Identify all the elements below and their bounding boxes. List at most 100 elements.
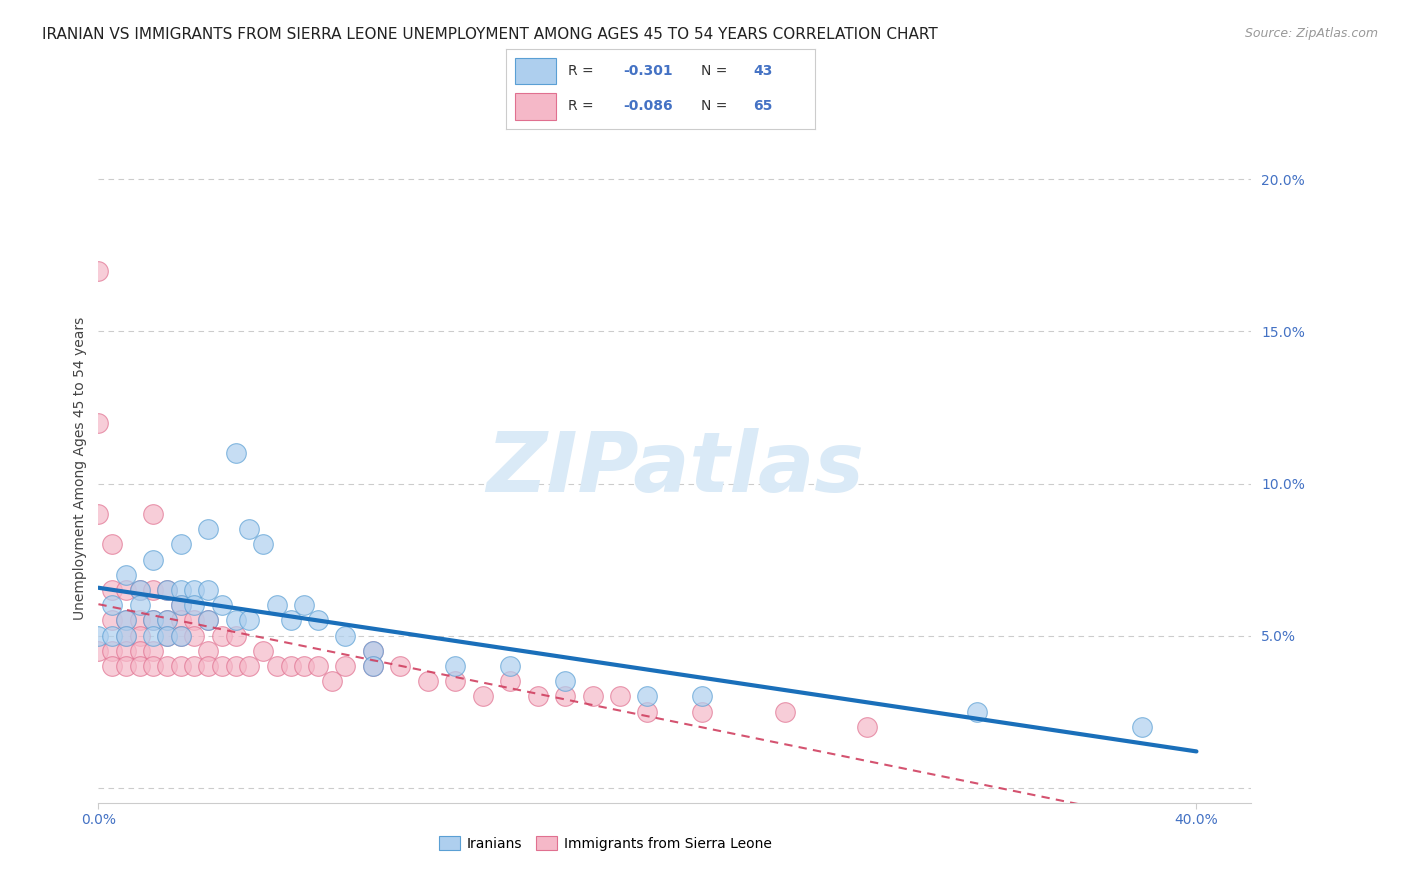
- Point: [252, 537, 274, 551]
- Point: [211, 598, 233, 612]
- Point: [115, 659, 138, 673]
- Point: [197, 613, 219, 627]
- Point: [225, 628, 247, 642]
- Point: [197, 582, 219, 597]
- Point: [197, 613, 219, 627]
- Point: [170, 613, 193, 627]
- Point: [444, 674, 467, 689]
- Point: [183, 582, 205, 597]
- Point: [87, 628, 110, 642]
- Point: [170, 598, 193, 612]
- Point: [170, 659, 193, 673]
- Point: [307, 613, 329, 627]
- Point: [238, 659, 260, 673]
- Point: [156, 628, 179, 642]
- Point: [416, 674, 439, 689]
- Point: [361, 644, 384, 658]
- Point: [128, 582, 150, 597]
- Text: N =: N =: [702, 63, 731, 78]
- Point: [526, 690, 548, 704]
- Text: 65: 65: [754, 99, 773, 113]
- Point: [142, 582, 165, 597]
- Point: [87, 416, 110, 430]
- Point: [856, 720, 879, 734]
- Text: 43: 43: [754, 63, 773, 78]
- Point: [361, 659, 384, 673]
- Point: [335, 628, 357, 642]
- Point: [115, 613, 138, 627]
- Point: [266, 659, 288, 673]
- Point: [156, 582, 179, 597]
- Point: [307, 659, 329, 673]
- Point: [115, 582, 138, 597]
- Point: [115, 613, 138, 627]
- Point: [266, 598, 288, 612]
- Point: [101, 613, 124, 627]
- Point: [471, 690, 494, 704]
- Point: [142, 613, 165, 627]
- Bar: [516, 94, 555, 120]
- Point: [280, 659, 302, 673]
- Point: [170, 582, 193, 597]
- Point: [128, 628, 150, 642]
- Point: [170, 537, 193, 551]
- Point: [361, 644, 384, 658]
- Point: [292, 598, 315, 612]
- Text: ZIPatlas: ZIPatlas: [486, 428, 863, 508]
- Point: [252, 644, 274, 658]
- Point: [101, 537, 124, 551]
- Point: [142, 659, 165, 673]
- Point: [692, 705, 714, 719]
- Point: [211, 628, 233, 642]
- Point: [197, 659, 219, 673]
- Text: R =: R =: [568, 99, 598, 113]
- Point: [581, 690, 603, 704]
- Text: -0.301: -0.301: [624, 63, 673, 78]
- Point: [225, 613, 247, 627]
- Point: [183, 598, 205, 612]
- Legend: Iranians, Immigrants from Sierra Leone: Iranians, Immigrants from Sierra Leone: [433, 830, 778, 856]
- Point: [361, 659, 384, 673]
- Point: [101, 582, 124, 597]
- Point: [335, 659, 357, 673]
- Point: [197, 522, 219, 536]
- Point: [389, 659, 412, 673]
- Point: [115, 628, 138, 642]
- Point: [156, 613, 179, 627]
- Point: [128, 598, 150, 612]
- Point: [499, 659, 522, 673]
- Point: [499, 674, 522, 689]
- Point: [101, 644, 124, 658]
- Point: [87, 263, 110, 277]
- Y-axis label: Unemployment Among Ages 45 to 54 years: Unemployment Among Ages 45 to 54 years: [73, 317, 87, 620]
- Point: [156, 628, 179, 642]
- Text: Source: ZipAtlas.com: Source: ZipAtlas.com: [1244, 27, 1378, 40]
- Point: [966, 705, 988, 719]
- Point: [211, 659, 233, 673]
- Point: [773, 705, 796, 719]
- Point: [444, 659, 467, 673]
- Point: [238, 522, 260, 536]
- Point: [554, 674, 576, 689]
- Point: [115, 567, 138, 582]
- Point: [142, 628, 165, 642]
- Point: [1130, 720, 1153, 734]
- Point: [183, 628, 205, 642]
- Point: [170, 598, 193, 612]
- Point: [87, 644, 110, 658]
- Point: [101, 598, 124, 612]
- Point: [115, 628, 138, 642]
- Point: [156, 582, 179, 597]
- Point: [101, 659, 124, 673]
- Point: [280, 613, 302, 627]
- Point: [692, 690, 714, 704]
- Text: -0.086: -0.086: [624, 99, 673, 113]
- Point: [115, 644, 138, 658]
- Point: [128, 644, 150, 658]
- Point: [128, 582, 150, 597]
- Point: [636, 690, 658, 704]
- Point: [142, 507, 165, 521]
- Text: R =: R =: [568, 63, 598, 78]
- Point: [142, 552, 165, 566]
- Point: [170, 628, 193, 642]
